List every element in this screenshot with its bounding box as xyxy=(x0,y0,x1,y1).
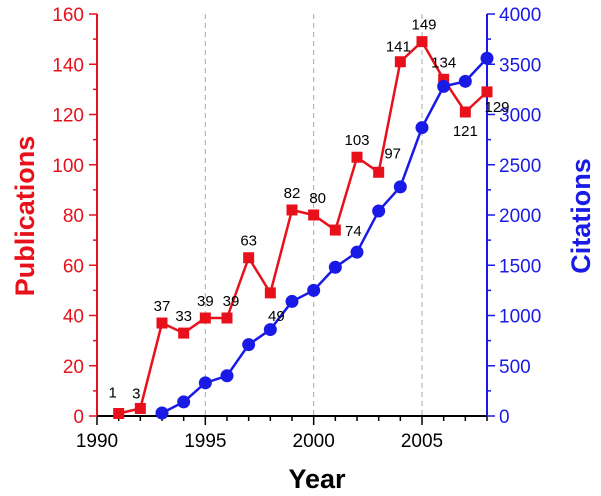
publications-point xyxy=(373,166,385,178)
publications-point xyxy=(178,327,190,339)
y-right-tick-label: 1000 xyxy=(499,307,541,328)
publications-data-label: 1 xyxy=(108,384,116,401)
publications-point xyxy=(308,209,320,221)
publications-point xyxy=(438,73,450,85)
publications-point xyxy=(156,317,168,329)
publications-point xyxy=(286,204,298,216)
citations-line xyxy=(161,57,488,415)
x-tick-label: 1995 xyxy=(184,431,226,452)
publications-point xyxy=(416,36,428,48)
axes xyxy=(89,13,495,425)
publications-point xyxy=(243,252,255,264)
publications-data-label: 63 xyxy=(240,233,257,250)
publications-data-label: 121 xyxy=(453,123,478,140)
y-right-tick-label: 4000 xyxy=(499,5,541,26)
y-right-tick-label: 0 xyxy=(499,407,510,428)
series-citations xyxy=(155,51,494,420)
publications-point xyxy=(264,287,276,299)
publications-data-label: 129 xyxy=(484,99,509,116)
y-axis-title-right: Citations xyxy=(566,158,596,274)
publications-data-label: 141 xyxy=(386,39,411,56)
publications-point xyxy=(199,312,211,324)
y-left-tick-label: 120 xyxy=(52,106,84,127)
citations-point xyxy=(437,79,451,93)
publications-data-label: 103 xyxy=(344,132,369,149)
y-right-tick-label: 2500 xyxy=(499,156,541,177)
y-left-tick-label: 20 xyxy=(63,357,84,378)
x-tick-label: 1990 xyxy=(76,431,118,452)
citations-point xyxy=(285,294,299,308)
y-left-tick-label: 40 xyxy=(63,307,84,328)
x-axis-title: Year xyxy=(288,464,346,494)
citations-point xyxy=(350,245,364,259)
publications-point xyxy=(221,312,233,324)
y-right-tick-label: 3000 xyxy=(499,106,541,127)
citations-point xyxy=(307,283,321,297)
axis-titles: Year Publications Citations xyxy=(10,136,596,494)
publications-data-label: 149 xyxy=(411,17,436,34)
x-tick-label: 2000 xyxy=(293,431,335,452)
citations-point xyxy=(242,338,256,352)
citations-point xyxy=(372,204,386,218)
publications-data-label: 33 xyxy=(175,308,192,325)
citations-point xyxy=(458,74,472,88)
y-left-tick-label: 160 xyxy=(52,5,84,26)
citations-point xyxy=(328,260,342,274)
publications-data-label: 74 xyxy=(345,223,362,240)
citations-point xyxy=(177,395,191,409)
publications-point xyxy=(351,151,363,163)
y-axis-title-left: Publications xyxy=(10,136,40,297)
x-tick-label: 2005 xyxy=(401,431,443,452)
citations-point xyxy=(263,323,277,337)
y-right-tick-label: 2000 xyxy=(499,206,541,227)
publications-data-label: 3 xyxy=(132,385,140,402)
citations-point xyxy=(480,51,494,65)
publications-point xyxy=(394,56,406,68)
y-right-tick-label: 3500 xyxy=(499,55,541,76)
y-left-tick-label: 140 xyxy=(52,55,84,76)
y-left-tick-label: 0 xyxy=(73,407,84,428)
citations-point xyxy=(415,121,429,135)
publications-data-label: 39 xyxy=(223,293,240,310)
series-publications xyxy=(113,36,493,419)
publications-data-label: 134 xyxy=(431,54,456,71)
citations-point xyxy=(198,376,212,390)
publications-data-label: 80 xyxy=(309,190,326,207)
tick-labels: 1990 1995 2000 2005 0 20 40 60 80 100 120 140 160 0 50… xyxy=(52,5,541,452)
publications-data-label: 97 xyxy=(384,145,401,162)
y-left-tick-label: 100 xyxy=(52,156,84,177)
citations-point xyxy=(155,406,169,420)
publications-point xyxy=(113,407,125,419)
publications-data-label: 82 xyxy=(284,185,301,202)
publications-point xyxy=(459,106,471,118)
y-left-tick-label: 60 xyxy=(63,256,84,277)
y-left-tick-label: 80 xyxy=(63,206,84,227)
y-right-tick-label: 1500 xyxy=(499,256,541,277)
citations-point xyxy=(393,180,407,194)
y-right-tick-label: 500 xyxy=(499,357,531,378)
publications-data-label: 37 xyxy=(154,298,171,315)
publications-data-label: 39 xyxy=(197,293,214,310)
citations-point xyxy=(220,369,234,383)
publications-point xyxy=(134,402,146,414)
publications-line xyxy=(118,39,488,415)
publications-point xyxy=(329,224,341,236)
publications-point xyxy=(481,86,493,98)
publications-data-label: 49 xyxy=(268,308,285,325)
